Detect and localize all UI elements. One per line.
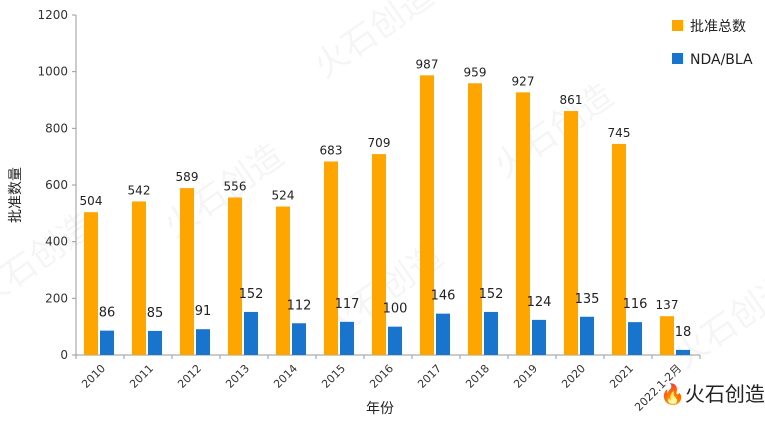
data-label-total: 927 — [512, 74, 535, 88]
x-tick-label: 2012 — [175, 362, 204, 391]
data-label-nda-bla: 124 — [527, 295, 552, 310]
bar-total — [420, 75, 434, 355]
bar-nda-bla — [244, 311, 258, 355]
data-label-nda-bla: 135 — [575, 292, 600, 307]
y-tick-label: 1200 — [37, 8, 68, 22]
bar-nda-bla — [148, 330, 162, 355]
x-tick-label: 2011 — [127, 362, 156, 391]
bar-nda-bla — [580, 316, 594, 355]
data-label-nda-bla: 85 — [147, 306, 164, 321]
data-label-total: 589 — [176, 170, 199, 184]
data-label-nda-bla: 117 — [335, 297, 360, 312]
x-tick-label: 2018 — [463, 362, 492, 391]
data-label-nda-bla: 100 — [383, 302, 408, 317]
bar-total — [468, 83, 482, 356]
watermark-text: 火石创造 — [667, 266, 765, 377]
bar-total — [372, 154, 386, 355]
flame-logo-icon: 🔥 — [660, 382, 685, 406]
x-tick-label: 2010 — [79, 362, 108, 391]
data-label-total: 504 — [80, 194, 103, 208]
x-tick-label: 2017 — [415, 362, 444, 391]
data-label-nda-bla: 18 — [675, 325, 692, 340]
data-label-total: 861 — [560, 93, 583, 107]
x-tick-label: 2013 — [223, 362, 252, 391]
y-axis-title: 批准数量 — [8, 167, 24, 223]
bar-nda-bla — [484, 311, 498, 355]
bar-nda-bla — [532, 319, 546, 355]
watermark-text: 火石创造 — [307, 0, 441, 86]
bar-nda-bla — [340, 321, 354, 355]
y-axis: 0 200 400 600 800 1000 1200 — [37, 8, 77, 362]
y-tick-label: 600 — [45, 178, 68, 192]
data-labels: 504 86 542 85 589 91 556 152 524 112 683 117 709 100 9… — [80, 57, 692, 340]
legend-label: 批准总数 — [690, 19, 746, 35]
x-tick-label: 2014 — [271, 362, 300, 391]
data-label-total: 556 — [224, 179, 247, 193]
legend-label: NDA/BLA — [690, 52, 753, 68]
bar-total — [324, 161, 338, 355]
bar-total — [180, 188, 194, 355]
bar-total — [276, 206, 290, 355]
y-tick-label: 200 — [45, 291, 68, 305]
bar-total — [516, 92, 530, 355]
data-label-total: 987 — [416, 57, 439, 71]
bar-total — [564, 111, 578, 355]
bar-total — [228, 197, 242, 355]
x-tick-label: 2016 — [367, 362, 396, 391]
data-label-nda-bla: 152 — [479, 287, 504, 302]
x-tick-label: 2015 — [319, 362, 348, 391]
bars — [84, 75, 690, 356]
y-tick-label: 0 — [60, 348, 68, 362]
bar-total — [84, 212, 98, 355]
x-tick-label: 2020 — [559, 362, 588, 391]
data-label-total: 959 — [464, 65, 487, 79]
bar-total — [660, 316, 674, 355]
data-label-nda-bla: 86 — [99, 306, 116, 321]
x-tick-label: 2019 — [511, 362, 540, 391]
bar-nda-bla — [676, 349, 690, 355]
bar-nda-bla — [388, 326, 402, 355]
data-label-total: 137 — [656, 298, 679, 312]
legend-swatch — [672, 20, 683, 31]
y-tick-label: 1000 — [37, 65, 68, 79]
x-axis-title: 年份 — [366, 401, 394, 417]
data-label-nda-bla: 116 — [623, 297, 648, 312]
data-label-total: 524 — [272, 189, 295, 203]
data-label-nda-bla: 152 — [239, 287, 264, 302]
bar-total — [612, 143, 626, 355]
watermark-text: 火石创造 — [487, 76, 621, 187]
data-label-total: 683 — [320, 143, 343, 157]
y-tick-label: 800 — [45, 121, 68, 135]
watermark-text: 火石创造 — [684, 382, 765, 406]
legend: 批准总数 NDA/BLA — [672, 19, 753, 68]
legend-swatch — [672, 53, 683, 64]
x-tick-label: 2021 — [607, 362, 636, 391]
data-label-total: 542 — [128, 183, 151, 197]
bar-nda-bla — [628, 322, 642, 355]
data-label-nda-bla: 146 — [431, 289, 456, 304]
bar-total — [132, 201, 146, 355]
bar-nda-bla — [100, 330, 114, 355]
data-label-total: 709 — [368, 136, 391, 150]
y-tick-label: 400 — [45, 235, 68, 249]
bar-nda-bla — [292, 323, 306, 355]
data-label-nda-bla: 112 — [287, 298, 312, 313]
bar-nda-bla — [196, 329, 210, 355]
data-label-total: 745 — [608, 126, 631, 140]
bar-nda-bla — [436, 313, 450, 355]
watermark-logo: 🔥火石创造 — [660, 378, 765, 407]
data-label-nda-bla: 91 — [195, 304, 212, 319]
